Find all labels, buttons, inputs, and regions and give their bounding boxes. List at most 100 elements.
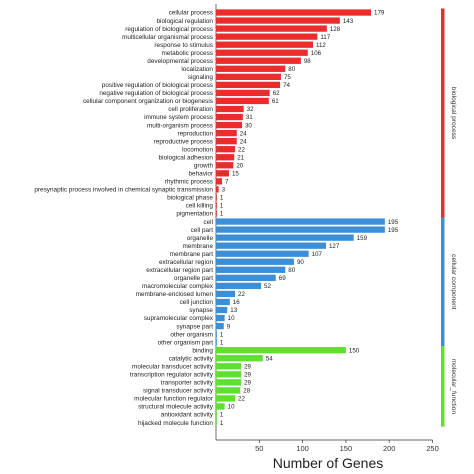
category-label: biological regulation [157,18,214,25]
category-label: extracellular region part [146,267,213,274]
bar-molecular-transducer-activity [216,363,242,370]
bar-negative-regulation-of-biological-process [216,89,270,97]
x-tick-label: 150 [340,444,353,453]
bar-localization [216,65,286,72]
value-label: 21 [237,154,244,161]
bar-macromolecular-complex [216,282,262,290]
value-label: 69 [279,275,286,282]
bar-synapse-part [216,322,224,330]
category-label: synapse part [176,323,213,330]
category-label: synapse [189,307,213,314]
category-label: negative regulation of biological proces… [99,90,213,97]
value-label: 22 [238,146,245,153]
value-label: 143 [343,18,354,25]
bar-binding [216,347,346,354]
bar-multicellular-organismal-process [216,33,318,40]
bar-membrane-part [216,250,309,257]
value-label: 24 [240,138,247,145]
bar-locomotion [216,146,236,153]
value-label: 80 [288,267,295,274]
category-label: molecular transducer activity [132,363,214,370]
bar-supramolecular-complex [216,314,225,322]
bar-extracellular-region-part [216,266,286,273]
value-label: 15 [232,171,239,178]
x-tick-label: 50 [255,444,263,453]
value-label: 31 [246,114,253,121]
value-label: 3 [222,187,226,194]
value-label: 61 [272,98,279,105]
category-label: catalytic activity [169,355,214,362]
group-label-biological-process: biological process [450,87,457,140]
value-label: 62 [273,90,280,97]
bar-cellular-component-organization-or-biogenesis [216,97,269,105]
bar-membrane [216,242,326,249]
bar-behavior [216,170,229,177]
category-label: pigmentation [176,211,213,218]
category-label: cellular component organization or bioge… [83,98,213,105]
bar-reproduction [216,129,237,137]
category-label: rhythmic process [165,179,213,186]
category-label: other organism [170,331,213,338]
value-label: 29 [244,380,251,387]
bar-antioxidant-activity [216,411,217,418]
value-label: 127 [329,243,340,250]
bar-cell-part [216,226,385,233]
group-strip-cellular-component [441,217,445,347]
bar-transporter-activity [216,379,242,386]
category-label: signaling [188,74,214,81]
value-label: 22 [238,396,245,403]
category-label: reproductive process [154,138,213,145]
value-label: 98 [304,58,311,65]
value-label: 150 [349,347,360,354]
x-tick-label: 250 [426,444,439,453]
value-label: 10 [228,404,235,411]
category-label: macromolecular complex [142,283,214,290]
value-label: 106 [311,50,322,57]
bar-synapse [216,306,228,314]
value-label: 1 [220,203,224,210]
category-label: reproduction [177,130,213,137]
bar-rhythmic-process [216,178,223,185]
category-label: membrane [182,243,213,250]
category-label: antioxidant activity [161,412,214,419]
value-label: 179 [374,10,385,17]
category-label: transporter activity [161,380,214,387]
category-label: growth [194,162,214,169]
value-label: 52 [264,283,271,290]
x-axis-title: Number of Genes [273,455,384,471]
bar-cell [216,218,385,225]
bars [216,9,385,426]
group-strip-molecular-function [441,346,445,427]
bar-signal-transducer-activity [216,387,241,394]
value-label: 9 [227,323,231,330]
value-label: 195 [388,219,399,226]
bar-cell-proliferation [216,105,244,113]
group-label-cellular-component: cellular component [450,254,457,310]
value-label: 7 [225,179,229,186]
category-label: binding [192,347,213,354]
bar-cell-killing [216,202,217,209]
value-labels: 1791431281171121069880757462613231302424… [220,10,399,427]
category-label: structural molecule activity [138,404,214,411]
category-label: locomotion [182,146,213,153]
category-label: multi-organism process [147,122,213,129]
bar-cellular-process [216,9,372,16]
category-label: membrane part [170,251,214,258]
bar-other-organism-part [216,339,217,346]
category-label: cell [203,219,213,226]
value-label: 107 [312,251,323,258]
bar-cell-junction [216,298,230,306]
category-label: cell part [191,227,214,234]
value-label: 30 [245,122,252,129]
x-tick-label: 200 [383,444,396,453]
bar-metabolic-process [216,49,308,56]
value-label: 112 [316,42,326,49]
group-strip-biological-process [441,8,445,218]
bar-extracellular-region [216,258,294,265]
value-label: 195 [388,227,399,234]
category-label: biological adhesion [159,154,214,161]
category-label: biological phase [167,195,213,202]
value-label: 75 [284,74,291,81]
value-label: 90 [297,259,304,266]
